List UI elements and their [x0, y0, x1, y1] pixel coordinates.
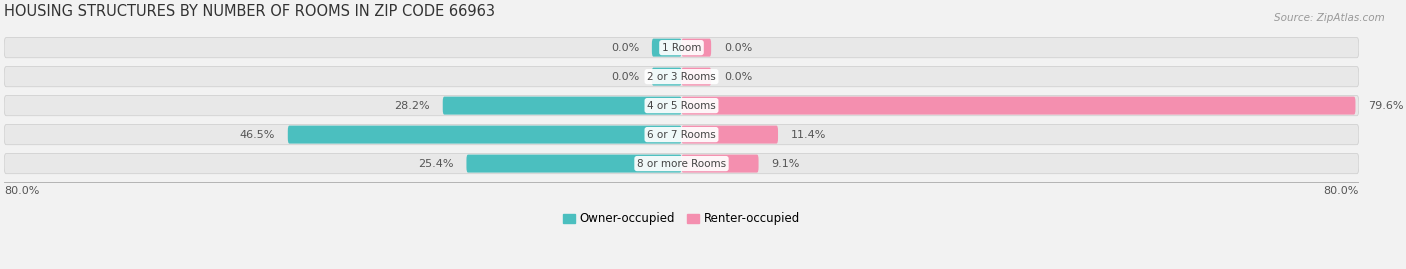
FancyBboxPatch shape	[4, 66, 1358, 87]
Text: 1 Room: 1 Room	[662, 43, 702, 53]
FancyBboxPatch shape	[682, 126, 778, 144]
Text: 0.0%: 0.0%	[724, 43, 752, 53]
Text: 8 or more Rooms: 8 or more Rooms	[637, 159, 725, 169]
Text: 9.1%: 9.1%	[772, 159, 800, 169]
Text: HOUSING STRUCTURES BY NUMBER OF ROOMS IN ZIP CODE 66963: HOUSING STRUCTURES BY NUMBER OF ROOMS IN…	[4, 4, 495, 19]
FancyBboxPatch shape	[443, 97, 682, 115]
FancyBboxPatch shape	[4, 95, 1358, 116]
FancyBboxPatch shape	[652, 39, 682, 56]
Text: 0.0%: 0.0%	[612, 43, 640, 53]
Text: 80.0%: 80.0%	[4, 186, 39, 196]
FancyBboxPatch shape	[682, 39, 711, 56]
Text: 11.4%: 11.4%	[790, 130, 827, 140]
Legend: Owner-occupied, Renter-occupied: Owner-occupied, Renter-occupied	[558, 207, 804, 230]
Text: 79.6%: 79.6%	[1368, 101, 1403, 111]
FancyBboxPatch shape	[682, 97, 1355, 115]
FancyBboxPatch shape	[467, 155, 682, 172]
FancyBboxPatch shape	[652, 68, 682, 86]
Text: 2 or 3 Rooms: 2 or 3 Rooms	[647, 72, 716, 82]
FancyBboxPatch shape	[682, 68, 711, 86]
FancyBboxPatch shape	[4, 153, 1358, 174]
Text: 25.4%: 25.4%	[418, 159, 454, 169]
FancyBboxPatch shape	[288, 126, 682, 144]
FancyBboxPatch shape	[4, 37, 1358, 58]
FancyBboxPatch shape	[4, 125, 1358, 145]
Text: 80.0%: 80.0%	[1323, 186, 1358, 196]
FancyBboxPatch shape	[682, 155, 759, 172]
Text: 6 or 7 Rooms: 6 or 7 Rooms	[647, 130, 716, 140]
Text: 28.2%: 28.2%	[395, 101, 430, 111]
Text: Source: ZipAtlas.com: Source: ZipAtlas.com	[1274, 13, 1385, 23]
Text: 0.0%: 0.0%	[612, 72, 640, 82]
Text: 46.5%: 46.5%	[240, 130, 276, 140]
Text: 4 or 5 Rooms: 4 or 5 Rooms	[647, 101, 716, 111]
Text: 0.0%: 0.0%	[724, 72, 752, 82]
